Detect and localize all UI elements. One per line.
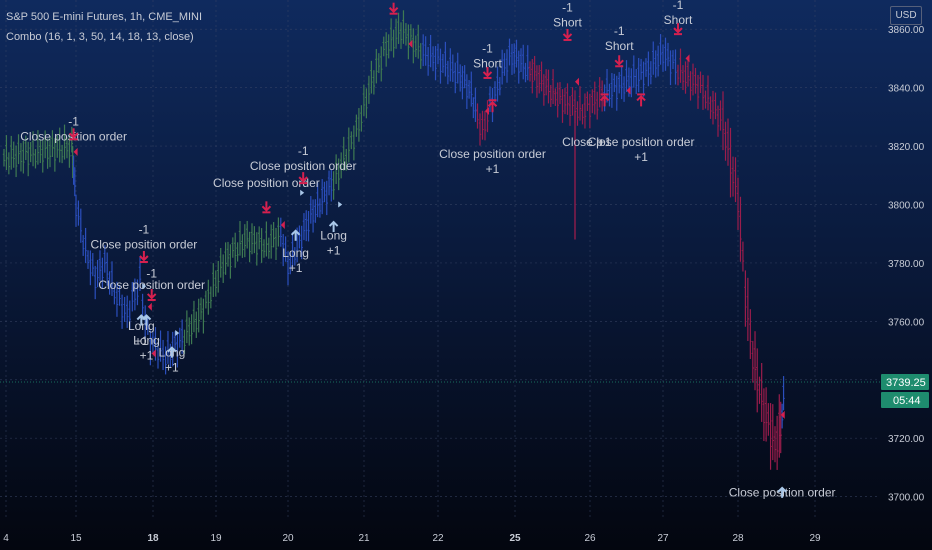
signal-label: -1 <box>673 0 684 12</box>
grid <box>0 0 880 520</box>
signal-label: -1 <box>139 223 150 237</box>
x-tick-label: 20 <box>282 533 294 544</box>
signal-label: -1 <box>298 144 309 158</box>
signal-label: Close position order <box>98 278 205 292</box>
signal-label: +1 <box>134 334 148 348</box>
x-tick-label: 25 <box>509 533 521 544</box>
sell-arrowhead-icon <box>139 255 149 262</box>
signal-label: Short <box>664 13 693 27</box>
x-tick-label: 22 <box>432 533 444 544</box>
y-tick-label: 3760.00 <box>888 317 925 328</box>
signal-label: Long <box>282 246 309 260</box>
currency-button[interactable]: USD <box>890 6 922 25</box>
buy-arrowhead-icon <box>636 94 646 102</box>
x-tick-label: 27 <box>657 533 669 544</box>
sell-arrowhead-icon <box>562 33 573 40</box>
exit-triangle-icon <box>626 86 631 95</box>
last-price-badge <box>881 373 929 390</box>
signal-label: Close position order <box>588 135 695 149</box>
signal-label: +1 <box>598 135 612 149</box>
x-tick-label: 28 <box>732 533 744 544</box>
buy-arrowhead-icon <box>487 100 498 107</box>
signal-label: -1 <box>146 267 157 281</box>
signal-label: +1 <box>140 349 154 363</box>
signal-label: Close position order <box>91 238 198 252</box>
signal-label: Short <box>553 16 582 30</box>
signal-label: +1 <box>165 360 179 374</box>
x-tick-label: 26 <box>584 533 596 544</box>
buy-arrowhead-icon <box>328 220 339 227</box>
buy-arrowhead-icon <box>290 229 301 236</box>
y-tick-label: 3700.00 <box>888 493 925 504</box>
sell-arrowhead-icon <box>261 205 272 212</box>
price-axis-area <box>880 0 932 550</box>
signal-label: Close p <box>562 135 603 149</box>
buy-arrowhead-icon <box>777 486 787 493</box>
signal-label: Close position order <box>250 159 357 173</box>
exit-triangle-icon <box>780 410 785 419</box>
entry-triangle-icon <box>175 330 180 337</box>
signal-label: +1 <box>289 261 303 275</box>
signal-label: Long <box>320 229 347 243</box>
signal-label: -1 <box>482 42 493 56</box>
signal-label: +1 <box>486 162 500 176</box>
signal-label: +1 <box>634 150 648 164</box>
symbol-title: S&P 500 E-mini Futures, 1h, CME_MINI <box>6 11 203 23</box>
x-tick-label: 4 <box>3 533 9 544</box>
sell-arrowhead-icon <box>146 293 157 300</box>
exit-triangle-icon <box>485 107 489 116</box>
exit-triangle-icon <box>575 77 579 86</box>
sell-arrowhead-icon <box>482 71 493 78</box>
exit-triangle-icon <box>147 302 152 311</box>
bar-countdown-value: 05:44 <box>893 395 921 407</box>
sell-arrowhead-icon <box>298 176 308 183</box>
last-price-value: 3739.25 <box>886 377 926 389</box>
y-tick-label: 3720.00 <box>888 434 925 445</box>
signal-label: Close position order <box>213 176 320 190</box>
sell-arrowhead-icon <box>68 132 79 139</box>
signal-label: -1 <box>562 1 573 15</box>
exit-triangle-icon <box>73 147 78 156</box>
sell-arrowhead-icon <box>388 6 399 14</box>
x-tick-label: 21 <box>358 533 370 544</box>
x-tick-label: 19 <box>210 533 222 544</box>
entry-triangle-icon <box>300 189 305 196</box>
sell-arrowhead-icon <box>614 59 624 66</box>
signal-label: Long <box>133 334 160 348</box>
signal-label: -1 <box>68 115 79 129</box>
exit-triangle-icon <box>685 54 690 63</box>
signal-label: -1 <box>614 24 625 38</box>
y-tick-label: 3800.00 <box>888 200 925 211</box>
strategy-legend[interactable]: Combo (16, 1, 3, 50, 14, 18, 13, close) <box>6 31 194 43</box>
y-tick-label: 3820.00 <box>888 142 925 153</box>
signal-label: Short <box>473 57 502 71</box>
signal-label: Close position order <box>439 147 546 161</box>
y-tick-label: 3780.00 <box>888 259 925 270</box>
entry-triangle-icon <box>142 283 147 290</box>
sell-arrowhead-icon <box>673 27 683 34</box>
exit-triangle-icon <box>280 220 285 229</box>
buy-arrowhead-icon <box>167 346 177 353</box>
x-tick-label: 15 <box>70 533 82 544</box>
y-tick-label: 3840.00 <box>888 84 925 95</box>
exit-triangle-icon <box>408 39 413 48</box>
exit-triangle-icon <box>151 349 156 358</box>
bar-countdown-badge <box>881 391 929 408</box>
price-bars <box>2 10 785 470</box>
x-tick-label: 29 <box>809 533 821 544</box>
entry-triangle-icon <box>338 201 343 208</box>
signal-label: Long <box>128 319 155 333</box>
buy-arrowhead-icon <box>141 314 152 321</box>
x-tick-label: 18 <box>147 533 159 544</box>
time-axis: 4 15 18 19 20 21 22 25 26 27 28 29 <box>3 533 821 544</box>
y-tick-label: 3860.00 <box>888 25 925 36</box>
signal-label: Short <box>605 39 634 53</box>
signal-label: +1 <box>327 244 341 258</box>
buy-arrowhead-icon <box>599 94 610 102</box>
